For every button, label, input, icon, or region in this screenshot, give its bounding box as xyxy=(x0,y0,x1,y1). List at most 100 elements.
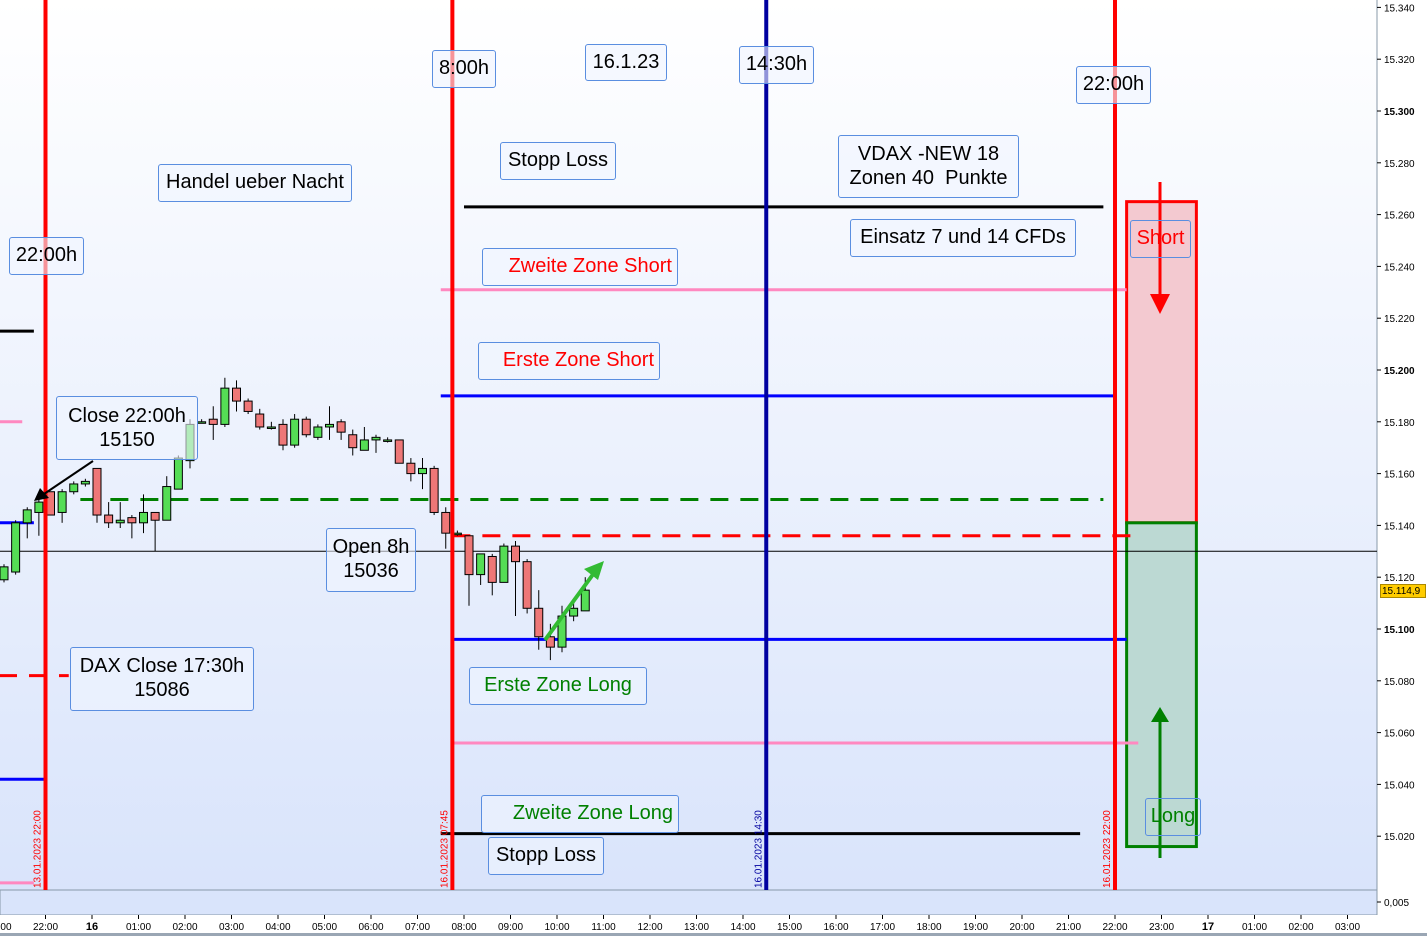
candle-up xyxy=(371,436,381,441)
candle xyxy=(92,467,102,523)
x-tick-label: 12:00 xyxy=(637,922,662,933)
candle-up xyxy=(580,589,590,612)
candle xyxy=(406,458,416,482)
label-einsatz[interactable]: Einsatz 7 und 14 CFDs xyxy=(850,219,1076,257)
label-vdax[interactable]: VDAX -NEW 18 Zonen 40 Punkte xyxy=(838,135,1019,198)
candle-down xyxy=(336,421,346,433)
label-zone2-long[interactable]: Zweite Zone Long xyxy=(481,795,679,833)
x-tick-label: 23:00 xyxy=(1149,922,1174,933)
candle xyxy=(115,502,125,528)
candle-up xyxy=(383,439,393,442)
candle-up xyxy=(220,387,230,425)
label-open-8h[interactable]: Open 8h 15036 xyxy=(326,528,416,592)
label-1430[interactable]: 14:30h xyxy=(739,46,814,84)
candle xyxy=(57,489,67,523)
candle xyxy=(464,535,474,606)
label-overnight[interactable]: Handel ueber Nacht xyxy=(158,164,352,202)
x-tick-label: 20:00 xyxy=(1009,922,1034,933)
candle xyxy=(325,406,334,440)
candle xyxy=(418,458,427,490)
time-marker-label: 16.01.2023 07:45 xyxy=(439,810,450,888)
candle-down xyxy=(534,607,544,638)
candle-up xyxy=(0,566,9,581)
y-tick-label: 15.320 xyxy=(1384,55,1415,66)
candle xyxy=(313,424,323,440)
candle xyxy=(34,494,44,536)
candle-up xyxy=(452,532,462,536)
y-tick-label: 15.200 xyxy=(1384,366,1415,377)
candle xyxy=(348,429,358,456)
candle xyxy=(359,426,369,451)
candle-up xyxy=(197,421,207,424)
candle-down xyxy=(243,400,253,412)
label-date[interactable]: 16.1.23 xyxy=(585,44,667,81)
candle-down xyxy=(464,535,474,576)
candle xyxy=(371,434,381,453)
candle-down xyxy=(394,439,404,464)
label-close-2200[interactable]: Close 22:00h 15150 xyxy=(56,396,198,460)
candle-up xyxy=(499,545,509,583)
candle-down xyxy=(208,418,218,425)
candle xyxy=(104,502,114,528)
y-tick-label: 15.060 xyxy=(1384,729,1415,740)
candle-down xyxy=(255,413,265,428)
candle-up xyxy=(11,522,21,573)
candle xyxy=(336,419,346,440)
candle-up xyxy=(313,426,323,438)
x-tick-label: 11:00 xyxy=(591,922,616,933)
label-8h[interactable]: 8:00h xyxy=(432,50,496,88)
label-stop-loss-bottom[interactable]: Stopp Loss xyxy=(488,837,604,875)
candle xyxy=(11,520,21,575)
x-tick-label: 21:00 xyxy=(0,922,12,933)
candle-down xyxy=(545,636,555,648)
x-tick-label: 19:00 xyxy=(963,922,988,933)
candle xyxy=(150,511,160,552)
candle-up xyxy=(57,491,67,513)
up-trend-arrow xyxy=(543,561,604,642)
label-dax-close[interactable]: DAX Close 17:30h 15086 xyxy=(70,647,254,711)
candle xyxy=(476,553,486,585)
candle xyxy=(232,380,241,412)
candle-up xyxy=(162,486,172,521)
label-2200-right[interactable]: 22:00h xyxy=(1076,66,1151,104)
time-marker-label: 16.01.2023 14:30 xyxy=(753,810,764,888)
label-zone2-short[interactable]: Zweite Zone Short xyxy=(482,248,678,286)
candle xyxy=(441,507,451,549)
y-tick-label: 15.240 xyxy=(1384,262,1415,273)
candle xyxy=(162,476,172,521)
candle xyxy=(22,507,32,539)
time-marker-label: 13.01.2023 22:00 xyxy=(33,810,44,888)
candle xyxy=(429,465,439,516)
y-tick-label: 15.040 xyxy=(1384,780,1415,791)
x-tick-label: 09:00 xyxy=(498,922,523,933)
label-zone1-short[interactable]: Erste Zone Short xyxy=(478,342,660,380)
price-axis xyxy=(1377,0,1427,936)
candle xyxy=(394,439,404,464)
label-long[interactable]: Long xyxy=(1145,798,1201,836)
label-short[interactable]: Short xyxy=(1130,220,1191,258)
x-tick-label: 22:00 xyxy=(1102,922,1127,933)
label-2200-left[interactable]: 22:00h xyxy=(9,237,84,275)
candle-up xyxy=(476,553,486,576)
candle-down xyxy=(92,467,102,516)
x-tick-label: 15:00 xyxy=(777,922,802,933)
label-stop-loss-top[interactable]: Stopp Loss xyxy=(500,142,616,180)
x-tick-label: 17:00 xyxy=(870,922,895,933)
candle xyxy=(569,603,579,622)
candle-up xyxy=(69,483,79,493)
bottom-border xyxy=(0,933,1427,936)
candle-up xyxy=(22,509,32,524)
x-tick-label: 03:00 xyxy=(219,922,244,933)
time-marker-label: 16.01.2023 22:00 xyxy=(1102,810,1113,888)
current-price-badge: 15.114,9 xyxy=(1380,584,1426,598)
candle xyxy=(0,564,9,583)
x-tick-label: 03:00 xyxy=(1335,922,1360,933)
label-zone1-long[interactable]: Erste Zone Long xyxy=(469,667,647,705)
short-down-arrow xyxy=(1150,182,1170,314)
x-tick-label: 16 xyxy=(86,921,98,933)
candle xyxy=(46,491,55,516)
x-tick-label: 05:00 xyxy=(312,922,337,933)
y-tick-label: 15.020 xyxy=(1384,832,1415,843)
x-tick-label: 02:00 xyxy=(172,922,197,933)
